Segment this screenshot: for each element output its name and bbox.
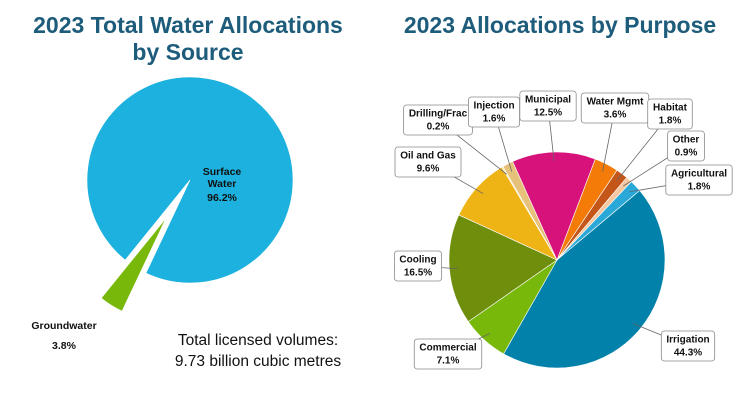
callout: Oil and Gas 9.6% [394,146,484,194]
value-label: 12.5% [534,108,562,119]
label-box [519,90,577,122]
pie [86,76,294,312]
value-label: 1.6% [483,114,506,125]
callout: Cooling 16.5% [393,250,459,282]
slice-label: Surface Water [202,166,242,190]
label-box [667,130,705,162]
callout: Agricultural 1.8% [629,164,733,196]
value-label: 9.6% [417,164,440,175]
value-label: 0.2% [427,122,450,133]
label-box [393,250,443,282]
value-label: 1.8% [659,116,682,127]
value-label: 0.9% [675,148,698,159]
slice-label: Irrigation [666,335,709,346]
slice-label: Other [673,135,700,146]
pie-slice [86,76,294,284]
callout: Irrigation 44.3% [633,323,716,362]
annotation: 9.73 billion cubic metres [174,353,342,370]
label-box [394,146,462,178]
slice-label: Agricultural [671,169,727,180]
chart-title: 2023 Allocations by Purpose [403,12,717,38]
pie-slice [556,177,632,261]
pie-slice [100,217,167,312]
callout: Injection 1.6% [468,96,520,172]
value-label: 16.5% [404,268,432,279]
slice-label: Habitat [653,103,688,114]
callout: Commercial 7.1% [413,332,491,370]
callout: Habitat 1.8% [616,98,693,181]
slice-label: Injection [473,101,514,112]
slice-label: Drilling/Frac [409,109,468,120]
value-label: 3.8% [52,340,76,352]
callout: Municipal 12.5% [519,90,577,161]
slice-label: Groundwater [31,320,97,332]
pie-slice [503,190,666,369]
value-label: 7.1% [437,356,460,367]
slice-label: Commercial [419,343,476,354]
pie [448,151,666,369]
slice-label: Oil and Gas [400,151,456,162]
annotation: Total licensed volumes: [177,332,339,349]
slice-label: Water Mgmt [587,97,645,108]
slice-label: Municipal [525,95,571,106]
value-label: 1.8% [688,182,711,193]
value-label: 44.3% [674,348,702,359]
callout: Other 0.9% [623,130,705,187]
label-box [665,164,733,196]
label-box [660,330,716,362]
label-box [647,98,693,130]
pie-slice [448,214,558,323]
label-box [413,338,483,370]
slice-label: Cooling [399,255,436,266]
chart-title: 2023 Total Water Allocations by Source [33,12,343,65]
pie-slice [512,151,596,261]
value-label: 3.6% [604,110,627,121]
value-label: 96.2% [207,192,237,204]
callout: Water Mgmt 3.6% [580,92,650,172]
